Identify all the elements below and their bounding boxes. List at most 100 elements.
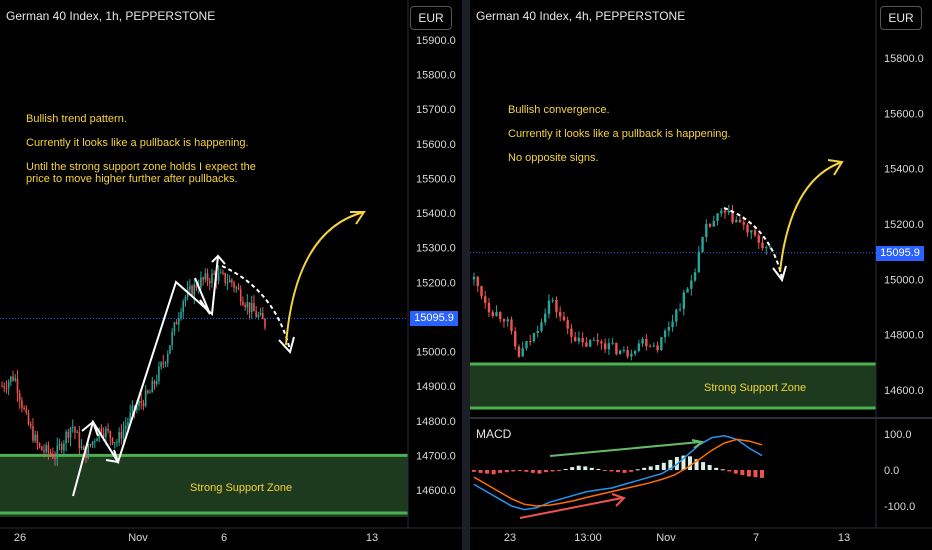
candle-body	[238, 287, 240, 289]
macd-hist-bar	[570, 467, 574, 470]
candle-body	[668, 327, 670, 331]
y-tick-label: 15700.0	[416, 104, 456, 116]
candle-body	[724, 211, 726, 213]
candle-body	[649, 346, 651, 347]
candle-body	[211, 274, 213, 284]
candle-body	[686, 289, 688, 293]
candle-body	[147, 391, 149, 393]
candle-body	[63, 443, 65, 450]
macd-hist-bar	[727, 470, 731, 471]
macd-hist-bar	[537, 470, 541, 474]
candle-body	[8, 382, 10, 388]
candle-body	[492, 312, 494, 316]
y-tick-label: 14800.0	[416, 416, 456, 428]
macd-hist-bar	[636, 469, 640, 470]
currency-selector-1h[interactable]: EUR	[410, 6, 452, 30]
candle-body	[623, 350, 625, 351]
analysis-note: No opposite signs.	[508, 152, 599, 164]
macd-hist-bar	[623, 470, 627, 473]
candle-body	[240, 289, 242, 301]
candle-body	[743, 222, 745, 224]
candle-body	[90, 444, 92, 445]
y-tick-label: 15200.0	[884, 219, 924, 231]
candle-body	[149, 392, 151, 393]
chart-canvas-1h[interactable]: Strong Support Zone 14600.0 14700.0 14800.0…	[0, 0, 462, 550]
y-tick-label: 15400.0	[416, 208, 456, 220]
candle-body	[6, 388, 8, 389]
macd-hist-bar	[616, 470, 620, 472]
macd-hist-bar	[557, 470, 561, 471]
candle-body	[563, 317, 565, 321]
candle-body	[507, 319, 509, 321]
candle-body	[694, 272, 696, 280]
macd-hist-bar	[753, 470, 757, 477]
chart-panel-1h[interactable]: Strong Support Zone 14600.0 14700.0 14800.0…	[0, 0, 462, 550]
candle-body	[114, 442, 116, 443]
y-tick-label: 14900.0	[416, 381, 456, 393]
candle-body	[125, 426, 127, 430]
candle-body	[54, 458, 56, 459]
x-tick-label: 6	[221, 532, 227, 544]
y-tick-label: 15300.0	[416, 243, 456, 255]
candle-body	[218, 273, 220, 281]
chart-panel-4h[interactable]: Strong Support Zone MACD 14600.0 14800.0 150…	[470, 0, 932, 550]
candle-body	[540, 322, 542, 331]
candle-body	[227, 282, 229, 283]
currency-selector-4h[interactable]: EUR	[880, 6, 922, 30]
y-tick-label: 15900.0	[416, 35, 456, 47]
candle-body	[94, 441, 96, 442]
macd-hist-bar	[505, 470, 509, 472]
candle-body	[81, 447, 83, 448]
candle-body	[262, 313, 264, 319]
candle-body	[154, 381, 156, 384]
candle-body	[713, 221, 715, 227]
candle-body	[488, 303, 490, 312]
candle-body	[242, 302, 244, 305]
candle-body	[518, 347, 520, 357]
candle-body	[171, 332, 173, 345]
candle-body	[600, 342, 602, 344]
projection-arrow	[780, 162, 842, 272]
macd-label: MACD	[476, 427, 512, 441]
y-tick-label: 14700.0	[416, 450, 456, 462]
macd-hist-bar	[734, 470, 738, 474]
x-tick-label: 7	[753, 532, 759, 544]
x-tick-label: 13	[838, 532, 850, 544]
candle-body	[533, 333, 535, 341]
candle-body	[754, 230, 756, 235]
candle-body	[765, 247, 767, 248]
candle-body	[45, 445, 47, 452]
candle-body	[739, 220, 741, 222]
macd-hist-bar	[590, 468, 594, 470]
candle-body	[660, 337, 662, 350]
candle-body	[37, 435, 39, 444]
candle-body	[701, 237, 703, 252]
candle-body	[645, 339, 647, 346]
candle-body	[761, 243, 763, 249]
candle-body	[193, 284, 195, 295]
candle-body	[698, 252, 700, 272]
y-tick-label: 14600.0	[416, 485, 456, 497]
chart-canvas-4h[interactable]: Strong Support Zone MACD 14600.0 14800.0 150…	[470, 0, 932, 550]
panel-divider[interactable]	[462, 0, 470, 550]
candle-body	[746, 225, 748, 233]
candle-body	[247, 302, 249, 307]
convergence-line-green	[550, 442, 700, 456]
candle-body	[264, 319, 266, 327]
x-tick-label: 13	[366, 532, 378, 544]
candle-body	[26, 409, 28, 413]
macd-y-tick-label: 0.0	[884, 465, 899, 477]
macd-hist-bar	[747, 470, 751, 476]
candle-body	[76, 432, 78, 433]
y-tick-label: 15500.0	[416, 173, 456, 185]
macd-hist-bar	[524, 470, 528, 472]
candle-body	[626, 350, 628, 356]
macd-hist-bar	[564, 469, 568, 470]
candle-body	[43, 450, 45, 451]
candle-body	[604, 343, 606, 349]
candle-body	[127, 422, 129, 426]
candle-body	[65, 432, 67, 443]
macd-hist-bar	[740, 470, 744, 475]
y-tick-label: 15400.0	[884, 164, 924, 176]
macd-hist-bar	[649, 466, 653, 470]
